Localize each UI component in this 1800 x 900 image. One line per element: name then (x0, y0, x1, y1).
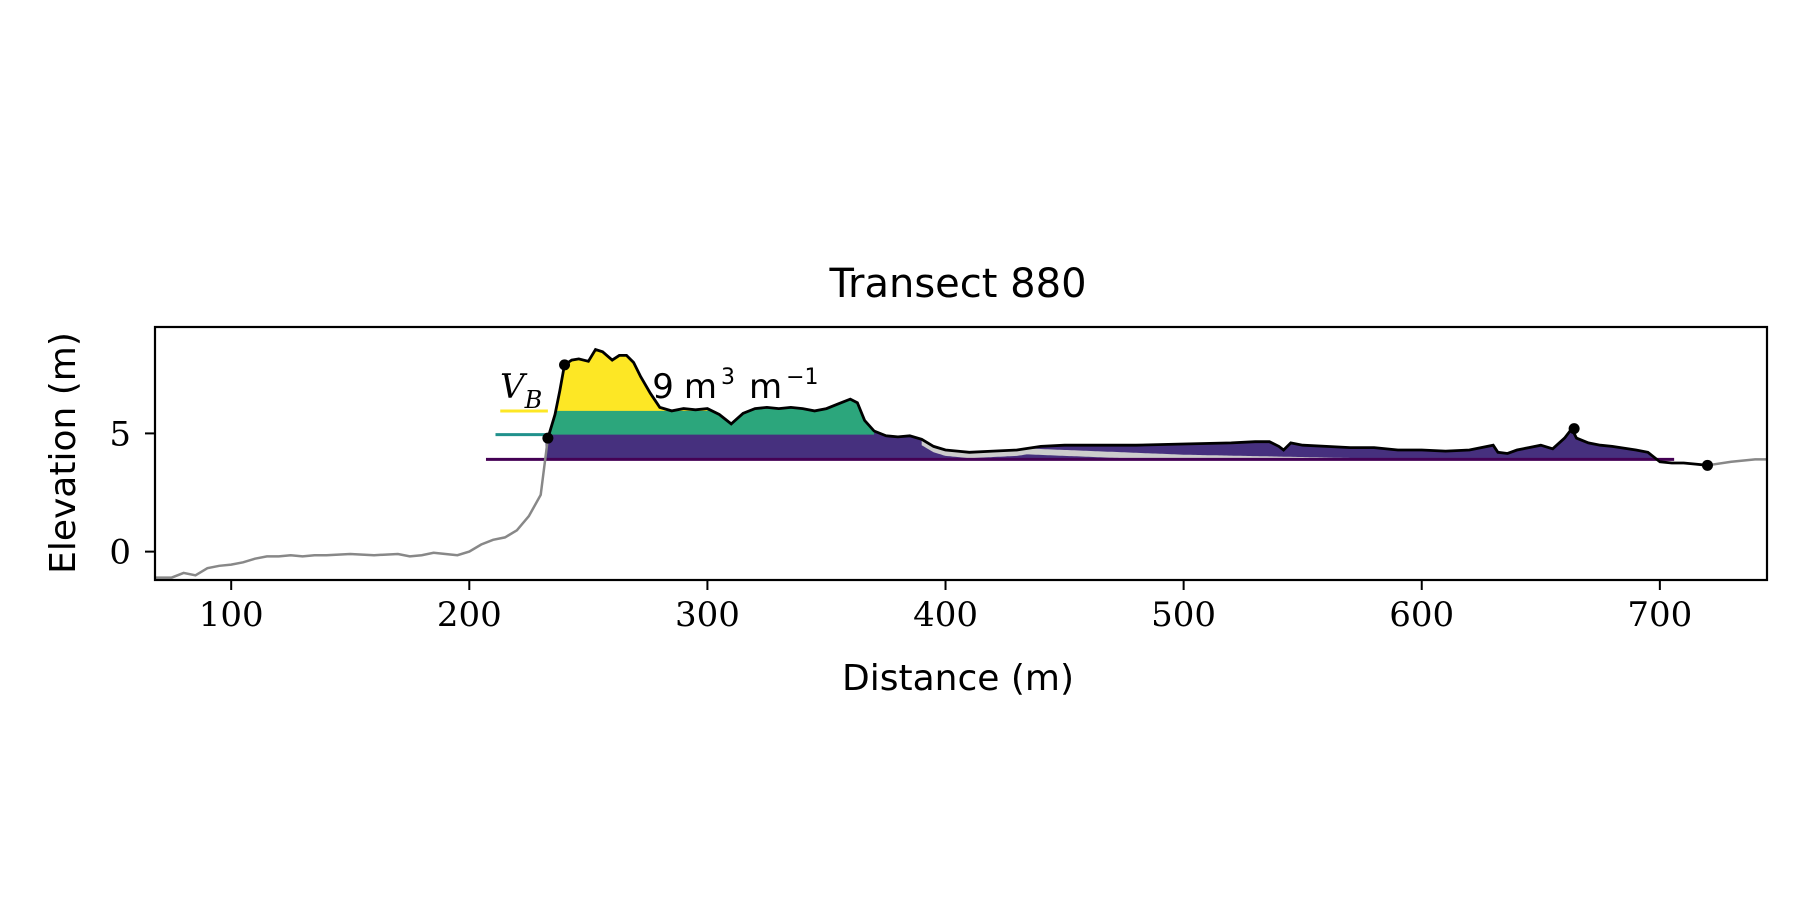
x-axis-label: Distance (m) (842, 658, 1074, 699)
annotation-symbol: V (500, 367, 528, 407)
x-tick-label-600: 600 (1389, 595, 1454, 635)
y-axis: 05 (109, 414, 155, 573)
y-tick-label-0: 0 (109, 533, 131, 573)
x-tick-label-100: 100 (199, 595, 264, 635)
layer-lines (485, 409, 1675, 461)
endpoint-marker-2 (1568, 423, 1580, 435)
plot-area (155, 347, 1767, 579)
dune-profile-line (546, 347, 1708, 467)
x-tick-label-300: 300 (675, 595, 740, 635)
endpoint-marker-1 (559, 359, 571, 371)
tail-profile-line (1707, 458, 1767, 467)
baseline-band (921, 439, 1708, 460)
annotation-unit: m (684, 367, 717, 407)
annotation-unit-exp: 3 (721, 365, 735, 390)
chart-title: Transect 880 (828, 261, 1086, 307)
layer-fills (545, 349, 1675, 460)
annotation-value: 9 (652, 367, 674, 407)
layer-fill-2 (547, 349, 708, 411)
endpoint-markers (542, 359, 1713, 471)
annotation-unit2-exp: −1 (786, 365, 818, 390)
x-tick-label-400: 400 (913, 595, 978, 635)
full-profile-line (155, 437, 550, 579)
endpoint-marker-3 (1701, 459, 1713, 471)
x-tick-label-700: 700 (1627, 595, 1692, 635)
y-axis-label: Elevation (m) (43, 332, 84, 574)
volume-annotation: VB 9 m 3 m −1 (500, 365, 819, 414)
y-tick-label-5: 5 (109, 414, 131, 454)
endpoint-marker-0 (542, 432, 554, 444)
plot-frame (153, 325, 1769, 582)
annotation-subscript: B (524, 386, 543, 414)
x-axis: 100 200 300 400 500 600 700 (199, 580, 1692, 635)
x-tick-label-500: 500 (1151, 595, 1216, 635)
annotation-unit2: m (749, 367, 782, 407)
x-tick-label-200: 200 (437, 595, 502, 635)
